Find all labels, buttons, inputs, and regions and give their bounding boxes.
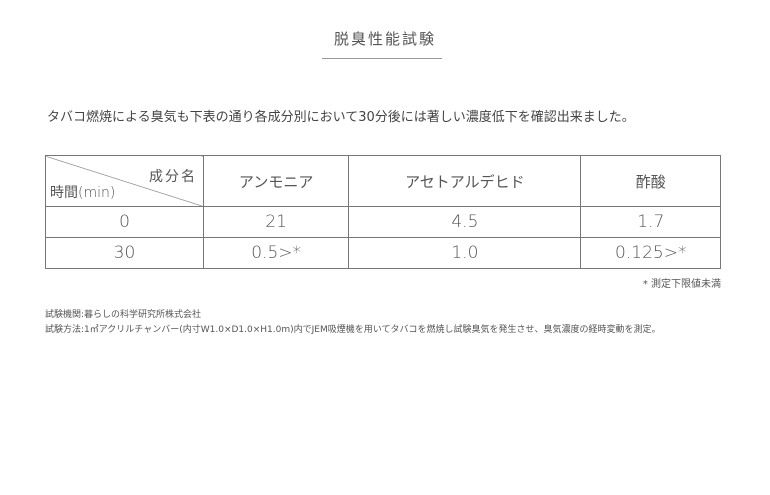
value-cell: 1.7 <box>580 206 721 238</box>
component-label: 成分名 <box>149 169 197 185</box>
results-table: 成分名 時間(min) アンモニア アセトアルデヒド 酢酸 0 21 4.5 1… <box>45 155 721 269</box>
intro-text: タバコ燃焼による臭気も下表の通り各成分別において30分後には著しい濃度低下を確認… <box>47 110 635 125</box>
table-header-row: 成分名 時間(min) アンモニア アセトアルデヒド 酢酸 <box>45 155 721 207</box>
value-cell: 0.125>* <box>580 237 721 269</box>
value-cell: 0.5>* <box>202 237 350 269</box>
test-organization: 試験機関:暮らしの科学研究所株式会社 <box>45 310 202 320</box>
table-row: 0 21 4.5 1.7 <box>45 206 721 238</box>
footnote: * 測定下限値未満 <box>642 279 721 290</box>
value-cell: 4.5 <box>348 206 582 238</box>
value-cell: 1.0 <box>348 237 582 269</box>
title-underline <box>322 58 442 59</box>
table-row: 30 0.5>* 1.0 0.125>* <box>45 237 721 269</box>
corner-cell: 成分名 時間(min) <box>45 155 204 207</box>
value-cell: 21 <box>202 206 350 238</box>
time-cell: 0 <box>45 206 204 238</box>
header-acetic-acid: 酢酸 <box>580 155 721 207</box>
time-cell: 30 <box>45 237 204 269</box>
header-ammonia: アンモニア <box>202 155 350 207</box>
time-label: 時間(min) <box>50 185 116 201</box>
test-method: 試験方法:1㎥アクリルチャンバー(内寸W1.0×D1.0×H1.0m)内でJEM… <box>45 325 661 335</box>
page-title: 脱臭性能試験 <box>333 30 436 48</box>
header-acetaldehyde: アセトアルデヒド <box>348 155 582 207</box>
